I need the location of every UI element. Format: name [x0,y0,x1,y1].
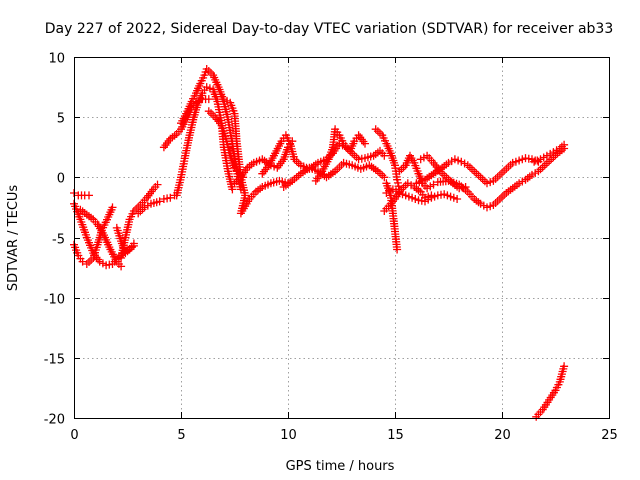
data-point [361,139,369,148]
y-tick-label: 5 [57,112,65,127]
data-point [228,185,237,194]
data-point [204,95,213,104]
data-point [108,203,117,212]
data-point [393,245,402,254]
data-point [153,180,162,189]
chart-title: Day 227 of 2022, Sidereal Day-to-day VTE… [45,21,614,37]
data-point [498,168,506,177]
data-point [560,140,569,149]
series-arc-18 [382,179,402,254]
x-tick-label: 0 [70,428,78,443]
x-tick-label: 5 [177,428,185,443]
series-arc-23 [412,154,543,188]
series-arc-24 [433,144,569,212]
data-point [380,173,389,182]
y-axis-label: SDTVAR / TECUs [6,185,21,292]
y-tick-label: -15 [44,353,65,368]
series-arc-26 [532,362,569,421]
series-arc-3 [70,203,117,268]
series-arc-12 [219,95,292,218]
data-point [380,151,389,160]
y-tick-label: -5 [52,233,65,248]
series-arc-7 [134,191,179,218]
series-arc-16 [311,125,369,185]
x-tick-label: 15 [387,428,404,443]
data-point [129,239,138,248]
data-point [498,193,506,201]
x-tick-label: 25 [601,428,618,443]
series-arc-15 [279,158,389,191]
data-point [337,161,346,169]
data-point [85,191,93,200]
data-point [476,173,485,182]
x-axis-label: GPS time / hours [286,459,395,474]
y-tick-label: -20 [44,413,65,428]
series-arc-6 [117,180,162,262]
data-point [560,362,569,371]
y-tick-label: 0 [57,172,65,187]
series-arc-20 [382,185,462,206]
data-point [166,193,175,202]
data-point [465,163,474,172]
grid [74,57,609,418]
axis-ticks: 0 5 10 15 20 25 -20 -15 -10 -5 0 5 10 [44,52,618,444]
x-tick-label: 20 [494,428,511,443]
data-point [429,180,438,189]
series-arc-25 [530,140,569,166]
y-tick-label: 10 [48,52,65,67]
x-tick-label: 10 [280,428,297,443]
y-tick-label: -10 [44,293,65,308]
data-point [540,161,549,170]
series-arc-4 [76,205,126,271]
series-arc-17 [371,125,404,194]
series-arc-8 [159,95,213,152]
series-arc-1 [70,189,93,200]
data-point [117,262,126,271]
data-points [70,65,569,421]
data-point [155,197,164,206]
data-point [453,195,462,203]
